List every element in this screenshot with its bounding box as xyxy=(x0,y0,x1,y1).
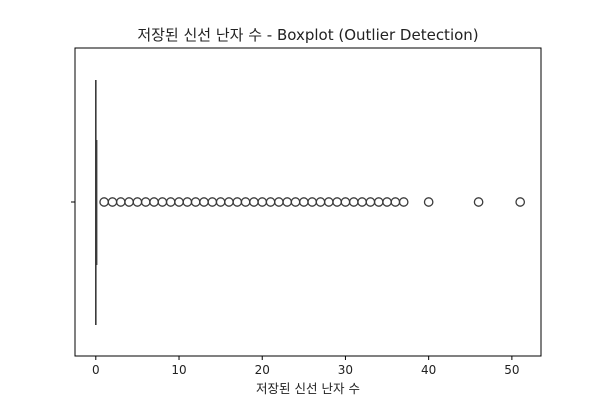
outlier-point xyxy=(348,197,359,207)
outlier-point xyxy=(315,197,326,207)
outlier-point xyxy=(140,197,151,207)
outlier-point xyxy=(215,197,226,207)
x-tick-label: 20 xyxy=(255,363,270,377)
outlier-point xyxy=(340,197,351,207)
outlier-point xyxy=(290,197,301,207)
outlier-point xyxy=(249,197,259,207)
outlier-point xyxy=(174,197,184,207)
x-tick-label: 40 xyxy=(421,363,436,377)
outlier-point xyxy=(373,197,384,207)
outlier-group xyxy=(99,197,526,207)
outlier-point xyxy=(390,197,401,207)
outlier-point xyxy=(423,197,434,207)
outlier-point xyxy=(207,197,218,207)
outlier-point xyxy=(382,197,392,207)
outlier-point xyxy=(124,197,134,207)
x-axis-ticks: 0 10 20 30 40 50 xyxy=(92,356,520,377)
outlier-point xyxy=(515,197,526,207)
outlier-point xyxy=(274,197,284,207)
outlier-point xyxy=(357,197,367,207)
x-tick-label: 10 xyxy=(171,363,186,377)
outlier-point xyxy=(107,197,118,207)
box-group xyxy=(95,80,98,325)
outlier-point xyxy=(298,197,309,207)
outlier-point xyxy=(282,197,293,207)
x-tick-label: 50 xyxy=(504,363,519,377)
x-tick-label: 0 xyxy=(92,363,100,377)
outlier-point xyxy=(224,197,234,207)
chart-title: 저장된 신선 난자 수 - Boxplot (Outlier Detection… xyxy=(137,26,478,44)
outlier-point xyxy=(265,197,276,207)
outlier-point xyxy=(365,197,376,207)
outlier-point xyxy=(240,197,251,207)
outlier-point xyxy=(332,197,342,207)
x-tick-label: 30 xyxy=(338,363,353,377)
outlier-point xyxy=(99,197,109,207)
outlier-point xyxy=(157,197,168,207)
outlier-point xyxy=(199,197,209,207)
outlier-point xyxy=(132,197,143,207)
outlier-point xyxy=(473,197,484,207)
outlier-point xyxy=(257,197,268,207)
outlier-point xyxy=(165,197,176,207)
outlier-point xyxy=(190,197,201,207)
outlier-point xyxy=(115,197,126,207)
outlier-point xyxy=(182,197,193,207)
outlier-point xyxy=(232,197,243,207)
outlier-point xyxy=(323,197,334,207)
outlier-point xyxy=(307,197,318,207)
outlier-point xyxy=(149,197,159,207)
outlier-point xyxy=(398,197,409,207)
x-axis-label: 저장된 신선 난자 수 xyxy=(256,381,360,396)
